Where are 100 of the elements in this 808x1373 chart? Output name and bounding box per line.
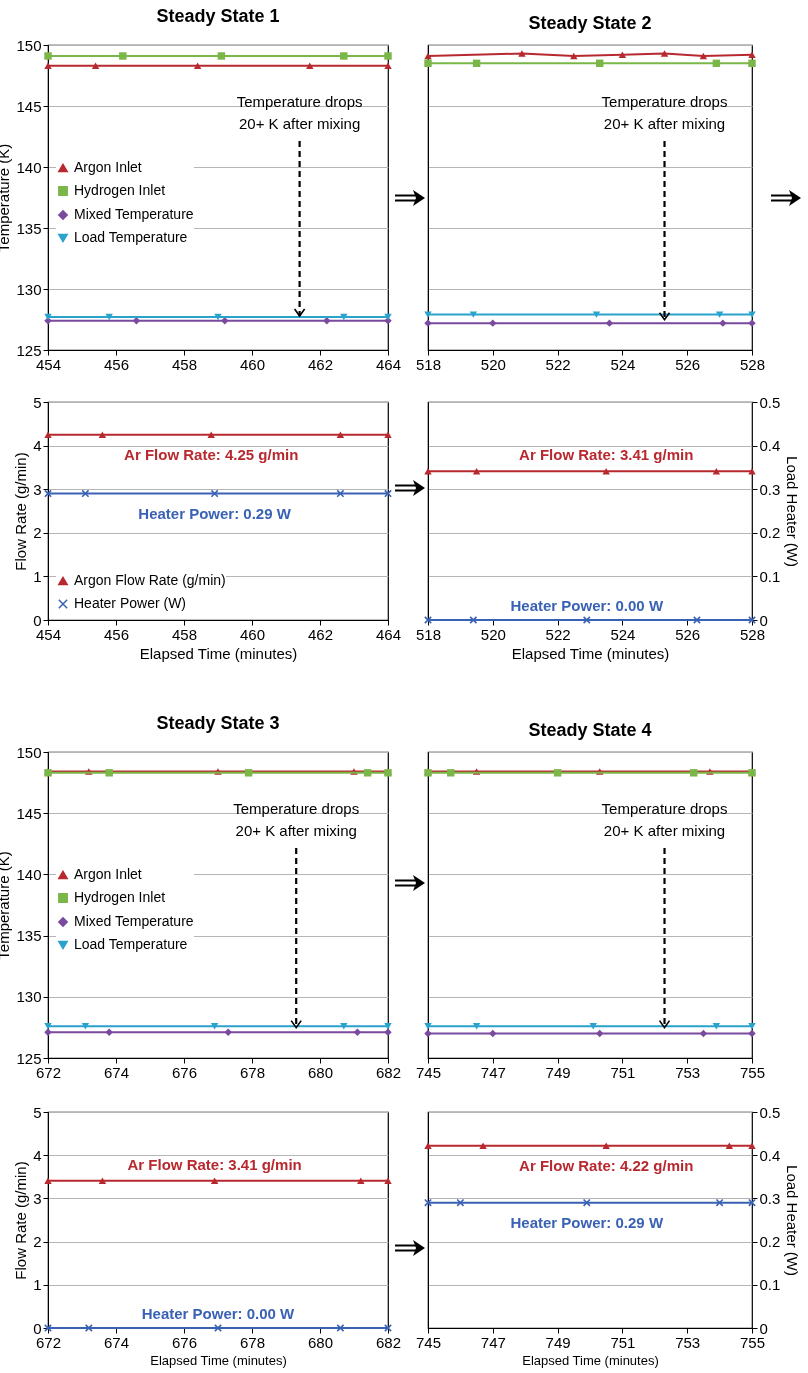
x-tick-label: 456 (103, 625, 130, 643)
y2-tick-label: 0.4 (759, 1146, 781, 1164)
y2-tick-label: 0.2 (759, 524, 781, 542)
point (592, 311, 601, 318)
point (44, 313, 52, 321)
y2-axis-title: Load Heater (W) (784, 1165, 802, 1276)
point (689, 769, 698, 777)
x-tick-label: 747 (480, 1333, 506, 1351)
annotation: Temperature drops 20+ K after mixing (601, 800, 728, 839)
x-tick-label: 524 (610, 625, 636, 643)
point (340, 313, 348, 321)
y-tick-label: 5 (33, 393, 42, 411)
point (384, 313, 392, 321)
point (719, 319, 727, 327)
point (221, 317, 229, 325)
x-tick-label: 460 (239, 625, 266, 643)
point (323, 317, 331, 325)
point (214, 313, 222, 321)
legend-label: Mixed Temperature (74, 913, 194, 929)
point (384, 62, 392, 69)
x-tick-label: 462 (307, 355, 334, 373)
legend-label: Load Temperature (74, 936, 188, 952)
point (489, 1029, 497, 1038)
y-tick-label: 145 (16, 804, 42, 822)
x-tick-label: 678 (239, 1063, 266, 1081)
x-tick-label: 755 (739, 1063, 766, 1081)
point (748, 1022, 756, 1030)
legend-label: Argon Inlet (74, 159, 142, 175)
legend-label: Load Temperature (74, 229, 188, 245)
y-tick-label: 145 (16, 97, 42, 115)
point (384, 1022, 392, 1030)
y2-tick-label: 0.3 (759, 480, 781, 498)
x-tick-label: 751 (610, 1063, 636, 1081)
point (105, 1028, 113, 1036)
y-tick-label: 140 (16, 865, 42, 883)
point (340, 52, 348, 60)
data-label: Ar Flow Rate: 4.22 g/min (519, 1156, 694, 1174)
x-axis-title: Elapsed Time (minutes) (511, 644, 670, 662)
point (424, 1029, 432, 1038)
data-label: Heater Power: 0.29 W (138, 504, 292, 522)
point (119, 52, 127, 60)
y-tick-label: 5 (33, 1103, 42, 1121)
point (105, 313, 113, 321)
point (224, 1028, 232, 1036)
x-tick-label: 464 (375, 625, 402, 643)
point (469, 311, 478, 318)
y-tick-label: 1 (33, 1276, 42, 1294)
y-tick-label: 140 (16, 158, 42, 176)
point (446, 769, 455, 777)
point (384, 52, 392, 60)
point (489, 319, 497, 327)
y2-tick-label: 0.1 (759, 567, 781, 585)
x-tick-label: 524 (610, 355, 636, 373)
point (244, 769, 253, 777)
y-tick-label: 150 (16, 743, 42, 761)
x-tick-label: 522 (545, 625, 571, 643)
point (132, 317, 141, 325)
x-tick-label: 522 (545, 355, 571, 373)
point (193, 62, 202, 69)
chart-title: Steady State 2 (528, 13, 652, 33)
x-tick-label: 680 (307, 1063, 334, 1081)
x-tick-label: 520 (480, 355, 506, 373)
y-tick-label: 1 (33, 567, 42, 585)
x-tick-label: 749 (545, 1333, 571, 1351)
point (748, 1029, 756, 1038)
point (712, 1022, 721, 1030)
y2-tick-label: 0.5 (759, 1103, 781, 1121)
y-tick-label: 130 (16, 988, 42, 1006)
x-tick-label: 682 (375, 1333, 402, 1351)
x-tick-label: 676 (171, 1063, 198, 1081)
y-tick-label: 2 (33, 524, 42, 542)
x-tick-label: 682 (375, 1063, 402, 1081)
y-tick-label: 4 (33, 1146, 42, 1164)
x-tick-label: 528 (739, 355, 766, 373)
point (605, 319, 614, 327)
x-tick-label: 518 (415, 625, 442, 643)
y-tick-label: 150 (16, 36, 42, 54)
x-tick-label: 747 (480, 1063, 506, 1081)
data-label: Ar Flow Rate: 4.25 g/min (124, 445, 299, 463)
x-tick-label: 753 (675, 1333, 701, 1351)
y-tick-label: 3 (33, 480, 42, 498)
point (596, 1029, 604, 1038)
point (518, 50, 526, 57)
legend-label: Hydrogen Inlet (74, 182, 166, 198)
point (340, 1022, 348, 1030)
x-tick-label: 458 (171, 625, 198, 643)
point (353, 1028, 362, 1036)
y2-tick-label: 0.1 (759, 1276, 781, 1294)
x-axis-title: Elapsed Time (minutes) (139, 644, 298, 662)
point (660, 50, 669, 57)
legend-label: Heater Power (W) (74, 595, 187, 611)
point (570, 52, 578, 60)
y-tick-label: 130 (16, 280, 42, 298)
point (748, 51, 756, 58)
point (44, 1022, 52, 1030)
y-tick-label: 2 (33, 1233, 42, 1251)
point (363, 769, 372, 777)
x-tick-label: 749 (545, 1063, 571, 1081)
point (105, 769, 113, 777)
x-tick-label: 462 (307, 625, 334, 643)
